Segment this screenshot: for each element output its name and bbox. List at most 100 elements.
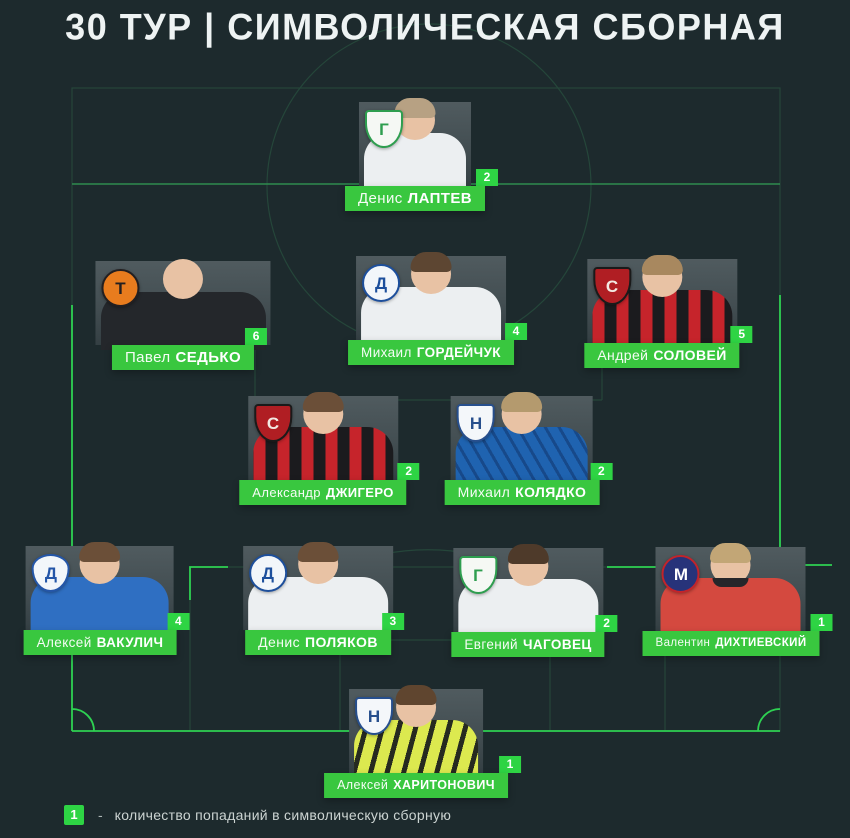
appearances-badge: 2 (476, 169, 499, 186)
player-card: Г 2 Денис ЛАПТЕВ (344, 98, 499, 211)
player-hair (501, 392, 543, 412)
player-head (297, 542, 339, 584)
player-name-banner: Валентин ДИХТИЕВСКИЙ (642, 631, 820, 656)
player-first-name: Михаил (361, 345, 412, 360)
player-card: Г 2 Евгений ЧАГОВЕЦ (451, 544, 618, 657)
club-logo-icon: Д (362, 264, 400, 302)
legend-text: количество попаданий в символическую сбо… (114, 807, 452, 823)
player-head (641, 255, 683, 297)
club-logo-icon: Д (248, 554, 287, 592)
club-initial: Д (261, 563, 275, 583)
player-first-name: Алексей (36, 635, 92, 650)
player-hair (507, 544, 549, 564)
player-name-banner: Евгений ЧАГОВЕЦ (451, 632, 605, 657)
player-first-name: Михаил (457, 484, 511, 500)
player-name-banner: Михаил КОЛЯДКО (444, 480, 600, 505)
player-head (79, 542, 121, 584)
player-hair (297, 542, 339, 562)
player-last-name: ЛАПТЕВ (407, 190, 473, 207)
appearances-badge: 2 (595, 615, 618, 632)
player-photo: Н (349, 685, 483, 778)
player-first-name: Денис (258, 634, 300, 650)
jersey-collar (712, 578, 749, 587)
player-first-name: Александр (252, 485, 321, 500)
club-initial: Н (367, 706, 381, 726)
player-card: Д 3 Денис ПОЛЯКОВ (242, 542, 404, 655)
player-head (395, 685, 437, 727)
player-name-banner: Денис ЛАПТЕВ (344, 186, 486, 211)
club-logo-icon: М (661, 555, 700, 593)
player-name-banner: Михаил ГОРДЕЙЧУК (348, 340, 514, 365)
player-figure (247, 542, 388, 635)
player-last-name: ДЖИГЕРО (325, 485, 394, 500)
player-last-name: ГОРДЕЙЧУК (416, 345, 501, 360)
player-last-name: СОЛОВЕЙ (653, 347, 727, 363)
player-hair (394, 98, 436, 118)
player-first-name: Денис (357, 190, 403, 207)
player-photo: Т (95, 259, 271, 350)
player-photo: М (655, 543, 806, 636)
player-last-name: ДИХТИЕВСКИЙ (715, 637, 807, 649)
player-first-name: Андрей (597, 347, 649, 363)
club-initial: Т (115, 278, 126, 298)
player-head (507, 544, 549, 586)
appearances-badge: 6 (245, 328, 268, 345)
club-initial: Г (473, 565, 483, 585)
player-name-banner: Александр ДЖИГЕРО (239, 480, 407, 505)
appearances-badge: 4 (167, 613, 190, 630)
club-logo-icon: Н (355, 697, 393, 735)
appearances-badge: 4 (504, 323, 527, 340)
club-initial: Н (469, 413, 483, 433)
appearances-badge: 1 (810, 614, 833, 631)
player-figure (455, 392, 588, 485)
player-last-name: ЧАГОВЕЦ (523, 637, 592, 652)
player-first-name: Евгений (464, 637, 519, 652)
player-hair (302, 392, 344, 412)
club-initial: С (605, 276, 619, 296)
player-first-name: Валентин (655, 637, 711, 649)
club-logo-icon: Н (456, 404, 495, 442)
legend-count-badge: 1 (64, 805, 84, 825)
player-card: Д 4 Михаил ГОРДЕЙЧУК (348, 252, 527, 365)
player-card: Н 2 Михаил КОЛЯДКО (444, 392, 613, 505)
appearances-badge: 2 (590, 463, 613, 480)
player-hair (641, 255, 683, 275)
club-initial: Г (379, 119, 389, 139)
player-card: С 2 Александр ДЖИГЕРО (239, 392, 420, 505)
player-name-banner: Денис ПОЛЯКОВ (245, 630, 391, 655)
player-photo: Г (358, 98, 471, 191)
player-hair (395, 685, 437, 705)
player-head (163, 259, 203, 299)
page-title: 30 ТУР | СИМВОЛИЧЕСКАЯ СБОРНАЯ (65, 5, 785, 48)
player-head (394, 98, 436, 140)
appearances-badge: 5 (730, 326, 753, 343)
player-last-name: ХАРИТОНОВИЧ (393, 778, 495, 792)
player-first-name: Алексей (337, 778, 389, 792)
club-initial: Д (374, 273, 388, 293)
club-initial: Д (44, 563, 58, 583)
player-first-name: Павел (124, 349, 171, 366)
player-card: С 5 Андрей СОЛОВЕЙ (584, 255, 753, 368)
player-hair (79, 542, 121, 562)
player-head (501, 392, 543, 434)
appearances-badge: 3 (381, 613, 404, 630)
player-figure (363, 98, 466, 191)
player-card: Н 1 Алексей ХАРИТОНОВИЧ (324, 685, 521, 798)
appearances-badge: 2 (397, 463, 420, 480)
player-hair (410, 252, 452, 272)
club-logo-icon: Т (101, 269, 140, 307)
player-name-banner: Алексей ХАРИТОНОВИЧ (324, 773, 508, 798)
player-name-banner: Павел СЕДЬКО (111, 345, 255, 370)
player-photo: Д (242, 542, 393, 635)
player-photo: Г (452, 544, 603, 637)
player-name-banner: Алексей ВАКУЛИЧ (23, 630, 177, 655)
player-head (410, 252, 452, 294)
player-photo: С (586, 255, 737, 348)
player-card: М 1 Валентин ДИХТИЕВСКИЙ (642, 543, 833, 656)
appearances-badge: 1 (498, 756, 521, 773)
player-last-name: ПОЛЯКОВ (304, 634, 378, 650)
player-head (302, 392, 344, 434)
player-photo: С (248, 392, 398, 485)
club-initial: М (673, 564, 689, 584)
